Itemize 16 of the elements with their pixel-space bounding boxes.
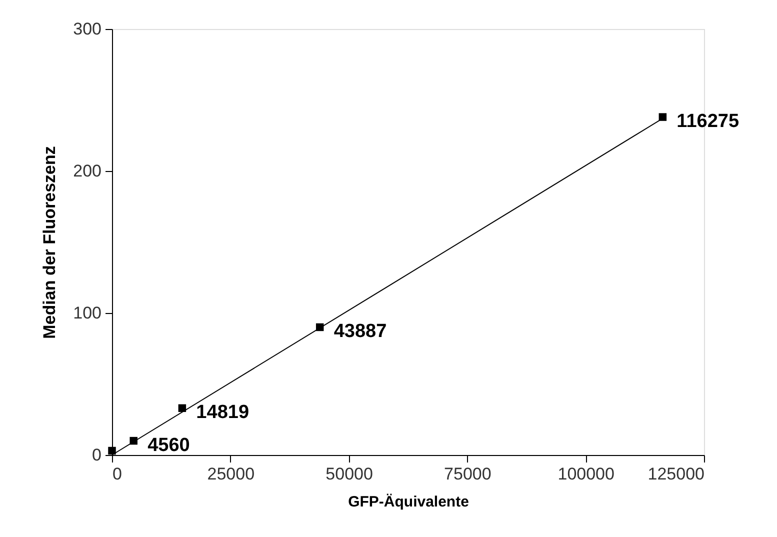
x-tick-label: 50000	[326, 464, 373, 484]
annotation: 4560	[148, 434, 190, 456]
y-tick-label: 200	[73, 162, 102, 180]
x-tick-label: 25000	[207, 464, 255, 484]
x-tick-label: 100000	[558, 464, 614, 484]
x-tick-label: 75000	[444, 464, 492, 484]
annotation: 116275	[676, 111, 740, 132]
y-tick-label: 100	[73, 304, 102, 322]
y-axis-title: Median der Fluoreszenz	[40, 146, 60, 339]
x-tick-label: 125000	[648, 464, 704, 484]
x-tick-label: 0	[112, 464, 122, 484]
y-tick-label: 300	[73, 20, 102, 38]
annotation: 43887	[334, 321, 387, 342]
x-axis-title: GFP-Äquivalente	[348, 494, 469, 510]
y-tick-label: 0	[92, 446, 102, 464]
annotation: 14819	[196, 402, 250, 424]
